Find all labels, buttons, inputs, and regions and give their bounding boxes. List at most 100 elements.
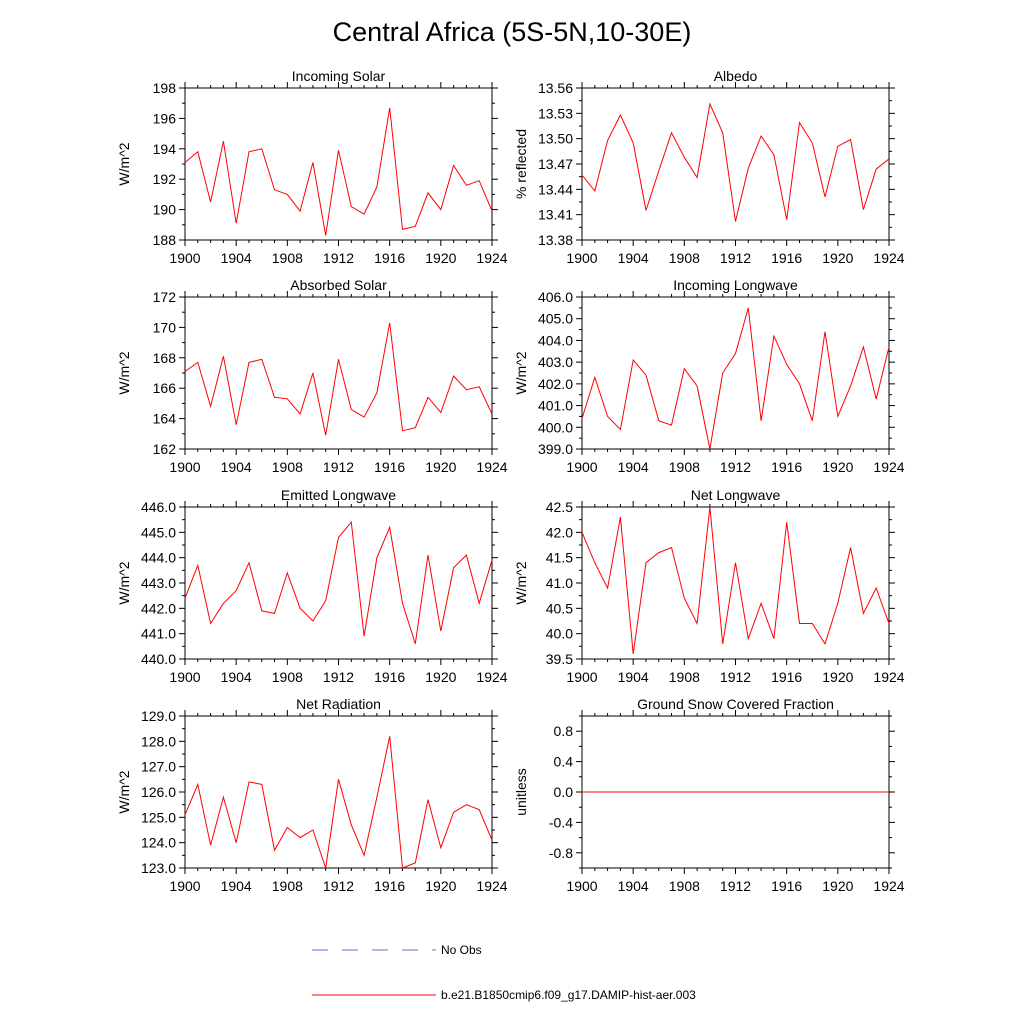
x-tick-label: 1904 (618, 459, 649, 475)
x-tick-label: 1924 (873, 878, 904, 894)
y-tick-label: -0.4 (549, 814, 573, 830)
x-tick-label: 1912 (720, 459, 751, 475)
y-tick-label: 42.0 (546, 524, 573, 540)
chart-panel: Net Radiation W/m^2 123.0 124.0 125.0 126.0 12… (116, 696, 508, 894)
y-tick-label: 196 (153, 110, 177, 126)
y-tick-label: 162 (153, 441, 177, 457)
y-tick-label: 124.0 (141, 835, 176, 851)
panel-title: Incoming Longwave (673, 277, 798, 293)
chart-panel: Incoming Longwave W/m^2 399.0 400.0 401.0 402… (513, 277, 905, 475)
y-axis-label: W/m^2 (116, 142, 132, 185)
y-tick-label: 13.53 (538, 105, 573, 121)
panel-title: Emitted Longwave (281, 487, 396, 503)
y-tick-label: 39.5 (546, 651, 573, 667)
x-tick-label: 1908 (272, 459, 303, 475)
y-tick-label: 440.0 (141, 651, 176, 667)
y-tick-label: 402.0 (538, 376, 573, 392)
y-tick-label: 446.0 (141, 499, 176, 515)
x-tick-label: 1920 (425, 878, 456, 894)
y-tick-label: 126.0 (141, 784, 176, 800)
x-tick-label: 1920 (822, 250, 853, 266)
x-tick-label: 1908 (272, 878, 303, 894)
x-tick-label: 1924 (476, 669, 507, 685)
y-tick-label: 403.0 (538, 354, 573, 370)
y-tick-label: 13.50 (538, 131, 573, 147)
panel-title: Net Longwave (691, 487, 781, 503)
x-tick-label: 1916 (374, 250, 405, 266)
y-axis-label: W/m^2 (513, 561, 529, 604)
series-line (184, 107, 493, 236)
y-tick-label: 164 (153, 411, 177, 427)
chart-panel: Emitted Longwave W/m^2 440.0 441.0 442.0 443.… (116, 487, 508, 685)
x-tick-label: 1924 (873, 250, 904, 266)
y-axis-label: W/m^2 (116, 770, 132, 813)
chart-panel: Net Longwave W/m^2 39.5 40.0 40.5 41.0 41.5 42.… (513, 487, 905, 685)
y-tick-label: 172 (153, 289, 177, 305)
y-tick-label: 198 (153, 80, 177, 96)
x-tick-label: 1904 (221, 669, 252, 685)
panel-title: Absorbed Solar (290, 277, 387, 293)
x-tick-label: 1908 (669, 669, 700, 685)
series-line (581, 102, 890, 222)
y-tick-label: 42.5 (546, 499, 573, 515)
y-tick-label: 406.0 (538, 289, 573, 305)
series-line (184, 736, 493, 869)
x-tick-label: 1912 (720, 669, 751, 685)
y-tick-label: 127.0 (141, 759, 176, 775)
y-tick-label: 166 (153, 380, 177, 396)
y-tick-label: 41.5 (546, 550, 573, 566)
series-line (184, 520, 493, 644)
y-tick-label: 445.0 (141, 524, 176, 540)
x-tick-label: 1920 (425, 459, 456, 475)
x-tick-label: 1916 (771, 878, 802, 894)
x-tick-label: 1920 (822, 669, 853, 685)
x-tick-label: 1916 (771, 250, 802, 266)
x-tick-label: 1904 (221, 250, 252, 266)
chart-panel: Albedo % reflected 13.38 13.41 13.44 13.47 13.… (513, 68, 905, 266)
panel-title: Albedo (714, 68, 758, 84)
panel-title: Incoming Solar (292, 68, 386, 84)
x-tick-label: 1920 (425, 250, 456, 266)
figure-title: Central Africa (5S-5N,10-30E) (333, 17, 692, 47)
chart-panel: Incoming Solar W/m^2 188 190 192 194 196 198 190… (116, 68, 508, 266)
x-tick-label: 1916 (374, 878, 405, 894)
y-axis-label: unitless (513, 768, 529, 815)
y-tick-label: 443.0 (141, 575, 176, 591)
x-tick-label: 1912 (323, 878, 354, 894)
y-tick-label: 13.38 (538, 232, 573, 248)
x-tick-label: 1900 (169, 669, 200, 685)
y-tick-label: 441.0 (141, 626, 176, 642)
y-tick-label: 13.44 (538, 181, 573, 197)
y-tick-label: 404.0 (538, 332, 573, 348)
y-tick-label: 400.0 (538, 419, 573, 435)
x-tick-label: 1908 (669, 250, 700, 266)
x-tick-label: 1924 (476, 250, 507, 266)
legend-obs-label: No Obs (441, 943, 482, 957)
x-tick-label: 1912 (720, 250, 751, 266)
y-tick-label: 194 (153, 141, 177, 157)
x-tick-label: 1920 (822, 459, 853, 475)
chart-panel: Absorbed Solar W/m^2 162 164 166 168 170 172 190… (116, 277, 508, 475)
y-axis-label: W/m^2 (116, 351, 132, 394)
x-tick-label: 1912 (323, 459, 354, 475)
y-tick-label: 40.0 (546, 626, 573, 642)
x-tick-label: 1912 (720, 878, 751, 894)
panel-grid: Incoming Solar W/m^2 188 190 192 194 196 198 190… (116, 68, 905, 894)
y-tick-label: 188 (153, 232, 177, 248)
y-axis-label: % reflected (513, 129, 529, 199)
x-tick-label: 1912 (323, 250, 354, 266)
x-tick-label: 1900 (566, 878, 597, 894)
y-tick-label: 190 (153, 202, 177, 218)
x-tick-label: 1924 (873, 669, 904, 685)
y-tick-label: 123.0 (141, 860, 176, 876)
x-tick-label: 1908 (272, 669, 303, 685)
y-tick-label: 401.0 (538, 398, 573, 414)
y-tick-label: 125.0 (141, 809, 176, 825)
y-tick-label: 13.56 (538, 80, 573, 96)
y-tick-label: 40.5 (546, 600, 573, 616)
panel-title: Ground Snow Covered Fraction (637, 696, 834, 712)
x-tick-label: 1924 (873, 459, 904, 475)
panel-title: Net Radiation (296, 696, 381, 712)
y-tick-label: 41.0 (546, 575, 573, 591)
